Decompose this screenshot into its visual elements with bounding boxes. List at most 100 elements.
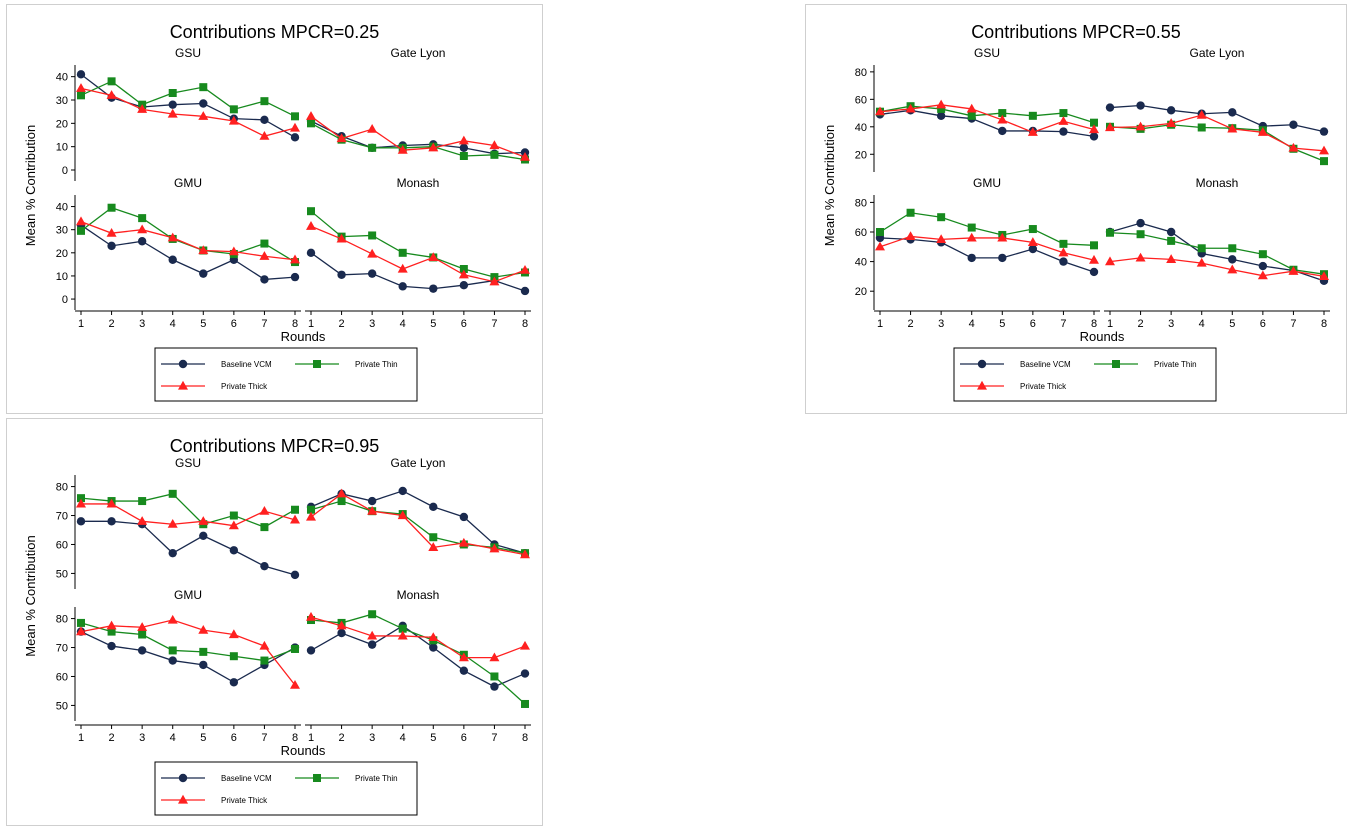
y-tick-label: 60 [855,94,867,106]
subplot-title: GMU [174,176,202,190]
data-point-private-thick [905,103,916,113]
x-tick-label: 5 [430,732,436,744]
subplot-gmu: GMU 50 60 70 80 1 2 3 4 5 6 7 8 [56,588,301,744]
y-tick-label: 70 [56,511,68,523]
legend-item-baseline-vcm: Baseline VCM [960,359,1071,369]
data-point-private-thick [1227,264,1238,274]
data-point-private-thin [1028,225,1037,234]
data-point-baseline-vcm [168,548,177,558]
data-point-baseline-vcm [1228,255,1237,264]
series-line-private-thick [1109,257,1325,278]
subplot-gate-lyon: Gate Lyon [306,46,530,164]
y-tick-label: 40 [855,257,867,269]
data-point-baseline-vcm [520,669,530,678]
data-point-baseline-vcm [260,561,269,571]
x-tick-label: 8 [292,732,298,744]
legend-marker [178,380,188,390]
x-tick-label: 7 [261,732,267,744]
series-line-private-thin [80,493,296,528]
series-line-private-thin [310,500,526,554]
y-tick-label: 20 [855,286,867,298]
series-line-private-thick [80,87,296,137]
data-point-private-thick [259,640,270,650]
y-tick-label: 40 [56,72,68,84]
legend-marker [178,794,188,804]
x-tick-label: 8 [522,732,528,744]
data-point-private-thin [291,505,299,514]
data-point-baseline-vcm [337,270,346,279]
data-point-private-thick [367,505,378,515]
data-point-private-thin [459,152,468,160]
data-point-baseline-vcm [306,646,316,655]
x-axis-label: Rounds [281,329,326,344]
x-tick-label: 6 [231,318,237,330]
data-point-private-thick [397,263,408,273]
data-point-private-thick [167,614,178,624]
legend-label: Baseline VCM [221,774,272,783]
data-point-private-thick [428,542,439,551]
data-point-baseline-vcm [1136,101,1145,110]
x-tick-label: 8 [1091,318,1097,330]
data-point-private-thin [138,214,147,223]
series-line-private-thick [80,220,296,261]
series-line-private-thick [879,235,1095,261]
data-point-private-thick [228,246,239,256]
y-tick-label: 40 [56,202,68,214]
chart-panel-mpcr-055: Contributions MPCR=0.55 Mean % Contributi… [805,4,1347,414]
data-point-baseline-vcm [168,100,177,109]
legend-marker [313,774,321,782]
data-point-private-thick [367,630,378,640]
data-point-private-thick [228,520,239,530]
x-tick-label: 3 [369,732,375,744]
legend-marker [313,360,321,368]
subplot-gmu: GMU 20 40 60 80 1 2 3 4 5 6 7 8 [855,176,1100,330]
data-point-private-thin [168,646,177,655]
data-point-private-thick [997,114,1008,124]
data-point-private-thick [137,224,148,234]
data-point-baseline-vcm [137,646,147,655]
x-tick-label: 1 [1107,318,1113,330]
series-line-baseline-vcm [310,120,526,155]
y-tick-label: 70 [56,643,68,655]
data-point-private-thick [875,241,885,251]
legend-box [953,347,1217,402]
legend-label: Baseline VCM [221,360,272,369]
legend-item-baseline-vcm: Baseline VCM [161,359,272,369]
legend-label: Private Thick [221,796,268,805]
data-point-private-thin [199,647,208,656]
data-point-baseline-vcm [290,570,300,580]
data-point-private-thin [77,91,85,100]
y-tick-label: 50 [56,700,68,712]
data-point-private-thick [1089,124,1099,134]
series-line-baseline-vcm [80,631,296,684]
y-axis-label: Mean % Contribution [822,125,837,246]
data-point-baseline-vcm [367,640,377,649]
data-point-private-thin [77,226,85,235]
data-point-private-thin [138,497,147,506]
data-point-baseline-vcm [967,253,976,263]
subplot-title: GSU [175,456,201,470]
subplot-gate-lyon: Gate Lyon [1105,46,1329,166]
legend: Baseline VCM Private Thin Private Thick [953,347,1217,402]
chart-svg: Contributions MPCR=0.95 Mean % Contributi… [23,436,531,816]
data-point-private-thick [1058,116,1069,125]
series-line-baseline-vcm [1109,104,1325,133]
data-point-private-thick [520,640,530,650]
data-point-private-thick [106,620,117,630]
data-point-baseline-vcm [199,660,208,670]
data-point-private-thick [367,123,378,133]
data-point-private-thick [1089,254,1099,264]
data-point-baseline-vcm [429,643,438,652]
y-tick-label: 60 [855,227,867,239]
legend-item-private-thin: Private Thin [295,774,398,783]
subplot-gsu: GSU 50 60 70 80 [56,456,300,589]
subplot-title: GSU [974,46,1000,60]
data-point-baseline-vcm [290,133,300,142]
subplot-title: Monash [397,176,440,190]
data-point-private-thick [198,245,209,255]
data-point-private-thick [1196,109,1207,119]
x-tick-label: 7 [1290,318,1296,330]
data-point-private-thin [1197,123,1206,132]
data-point-baseline-vcm [398,282,407,291]
legend-label: Private Thick [221,382,268,391]
